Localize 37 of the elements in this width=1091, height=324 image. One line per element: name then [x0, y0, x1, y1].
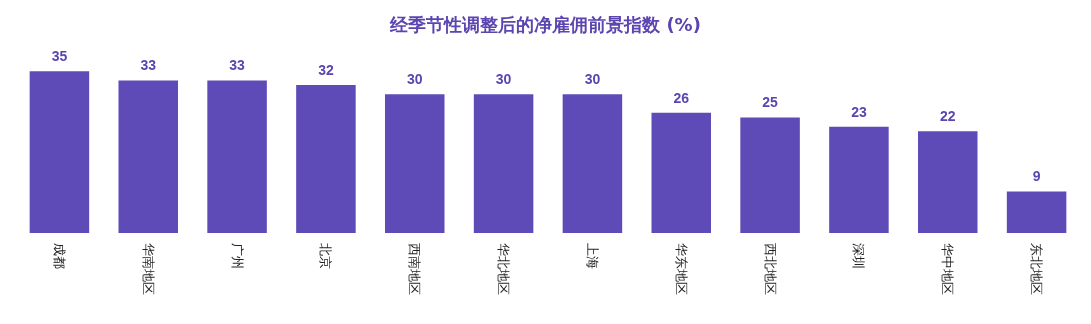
x-tick-label: 西南地区	[407, 243, 423, 295]
bar	[384, 94, 445, 233]
data-label: 30	[584, 71, 601, 88]
x-tick-label: 北京	[318, 243, 334, 269]
data-label: 26	[673, 89, 690, 106]
data-label: 25	[762, 94, 779, 111]
x-tick-label: 西北地区	[762, 243, 778, 295]
bar	[562, 94, 623, 233]
data-label: 33	[140, 57, 157, 74]
bar	[917, 131, 978, 233]
data-label: 32	[318, 62, 334, 78]
bar	[29, 71, 90, 233]
bar	[118, 80, 179, 233]
data-label: 23	[851, 103, 867, 120]
bar	[207, 80, 267, 233]
bar	[1006, 191, 1067, 233]
data-label: 30	[495, 71, 512, 88]
data-label: 30	[406, 71, 423, 88]
x-tick-label: 华中地区	[940, 243, 956, 295]
data-label: 35	[51, 48, 68, 65]
x-tick-label: 东北地区	[1029, 243, 1045, 295]
x-tick-label: 成都	[51, 243, 67, 269]
x-tick-label: 上海	[584, 243, 600, 269]
bar	[829, 126, 889, 233]
data-label: 22	[939, 108, 956, 125]
data-label: 9	[1032, 168, 1041, 185]
chart-title: 经季节性调整后的净雇佣前景指数 (%)	[389, 13, 701, 35]
bar	[296, 85, 356, 233]
x-tick-label: 广州	[229, 243, 245, 269]
bar	[740, 117, 800, 233]
data-label: 33	[229, 57, 246, 74]
x-tick-label: 华南地区	[140, 243, 156, 295]
bar	[473, 94, 534, 233]
x-tick-label: 华东地区	[673, 243, 689, 295]
bar	[651, 112, 712, 233]
x-tick-label: 深圳	[851, 243, 867, 269]
x-tick-label: 华北地区	[496, 243, 512, 295]
